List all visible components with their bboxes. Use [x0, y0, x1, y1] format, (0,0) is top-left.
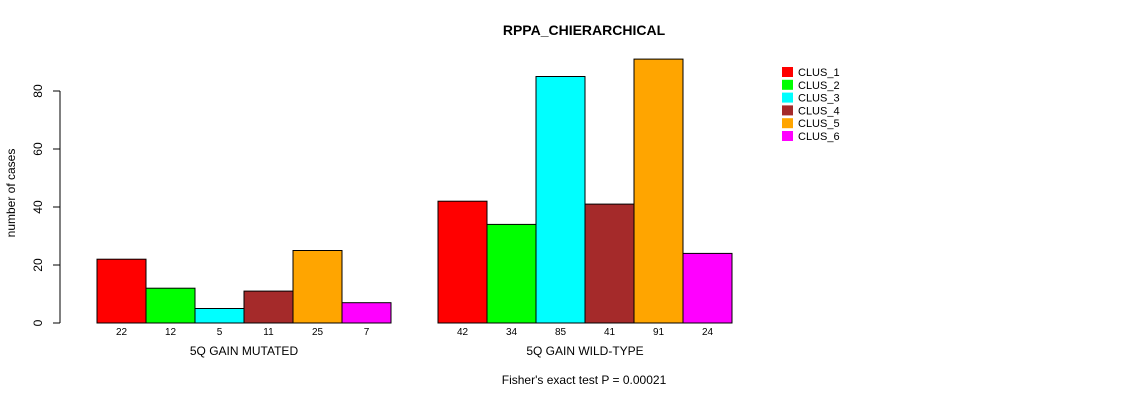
y-tick-label: 40 — [31, 200, 45, 214]
legend-swatch — [782, 67, 793, 77]
bar-clus-5 — [292, 250, 343, 324]
bar-count-label: 11 — [263, 327, 274, 338]
bar-count-label: 25 — [312, 327, 324, 338]
chart-title: RPPA_CHIERARCHICAL — [503, 22, 666, 38]
bar-count-label: 22 — [116, 327, 128, 338]
legend-label: CLUS_4 — [798, 105, 840, 117]
legend-label: CLUS_6 — [798, 131, 840, 143]
bar-clus-1 — [437, 200, 488, 324]
bar-count-label: 42 — [457, 327, 469, 338]
y-axis-label: number of cases — [4, 149, 18, 238]
legend-swatch — [782, 79, 793, 90]
bar-clus-3 — [535, 76, 586, 324]
legend-swatch — [782, 92, 793, 103]
legend-swatch — [782, 131, 793, 141]
group-label: 5Q GAIN MUTATED — [190, 344, 299, 358]
bar-count-label: 85 — [555, 327, 567, 338]
bar-count-label: 91 — [653, 327, 665, 338]
legend-label: CLUS_3 — [798, 93, 840, 105]
footer-test-text: Fisher's exact test P = 0.00021 — [502, 373, 667, 387]
bar-count-label: 12 — [165, 327, 177, 338]
bar-count-label: 7 — [364, 327, 370, 338]
bar-clus-1 — [96, 258, 147, 324]
y-tick-label: 20 — [31, 258, 45, 272]
legend-label: CLUS_1 — [798, 67, 840, 79]
bar-clus-4 — [584, 203, 635, 324]
bar-clus-2 — [486, 223, 537, 324]
y-axis: 0 20 40 60 80 — [31, 84, 61, 326]
legend-swatch — [782, 118, 793, 129]
y-tick-label: 60 — [31, 142, 45, 156]
bar-clus-6 — [341, 302, 392, 324]
bar-clus-3 — [194, 308, 245, 324]
bar-clus-2 — [145, 287, 196, 324]
bar-clus-6 — [682, 252, 733, 324]
bar-count-label: 5 — [217, 327, 223, 338]
bars-layer: 22 12 5 11 25 7 5Q GAIN MUTATED 42 34 85 41 91 24 5Q … — [96, 58, 733, 358]
y-tick-label: 80 — [31, 84, 45, 98]
group-label: 5Q GAIN WILD-TYPE — [526, 344, 643, 358]
legend-label: CLUS_2 — [798, 80, 840, 92]
legend-swatch — [782, 105, 793, 116]
bar-count-label: 24 — [702, 327, 714, 338]
bar-clus-4 — [243, 290, 294, 324]
y-tick-label: 0 — [31, 319, 45, 326]
bar-clus-5 — [633, 58, 684, 324]
legend-label: CLUS_5 — [798, 118, 840, 130]
bar-count-label: 41 — [604, 327, 616, 338]
bar-count-label: 34 — [506, 327, 518, 338]
